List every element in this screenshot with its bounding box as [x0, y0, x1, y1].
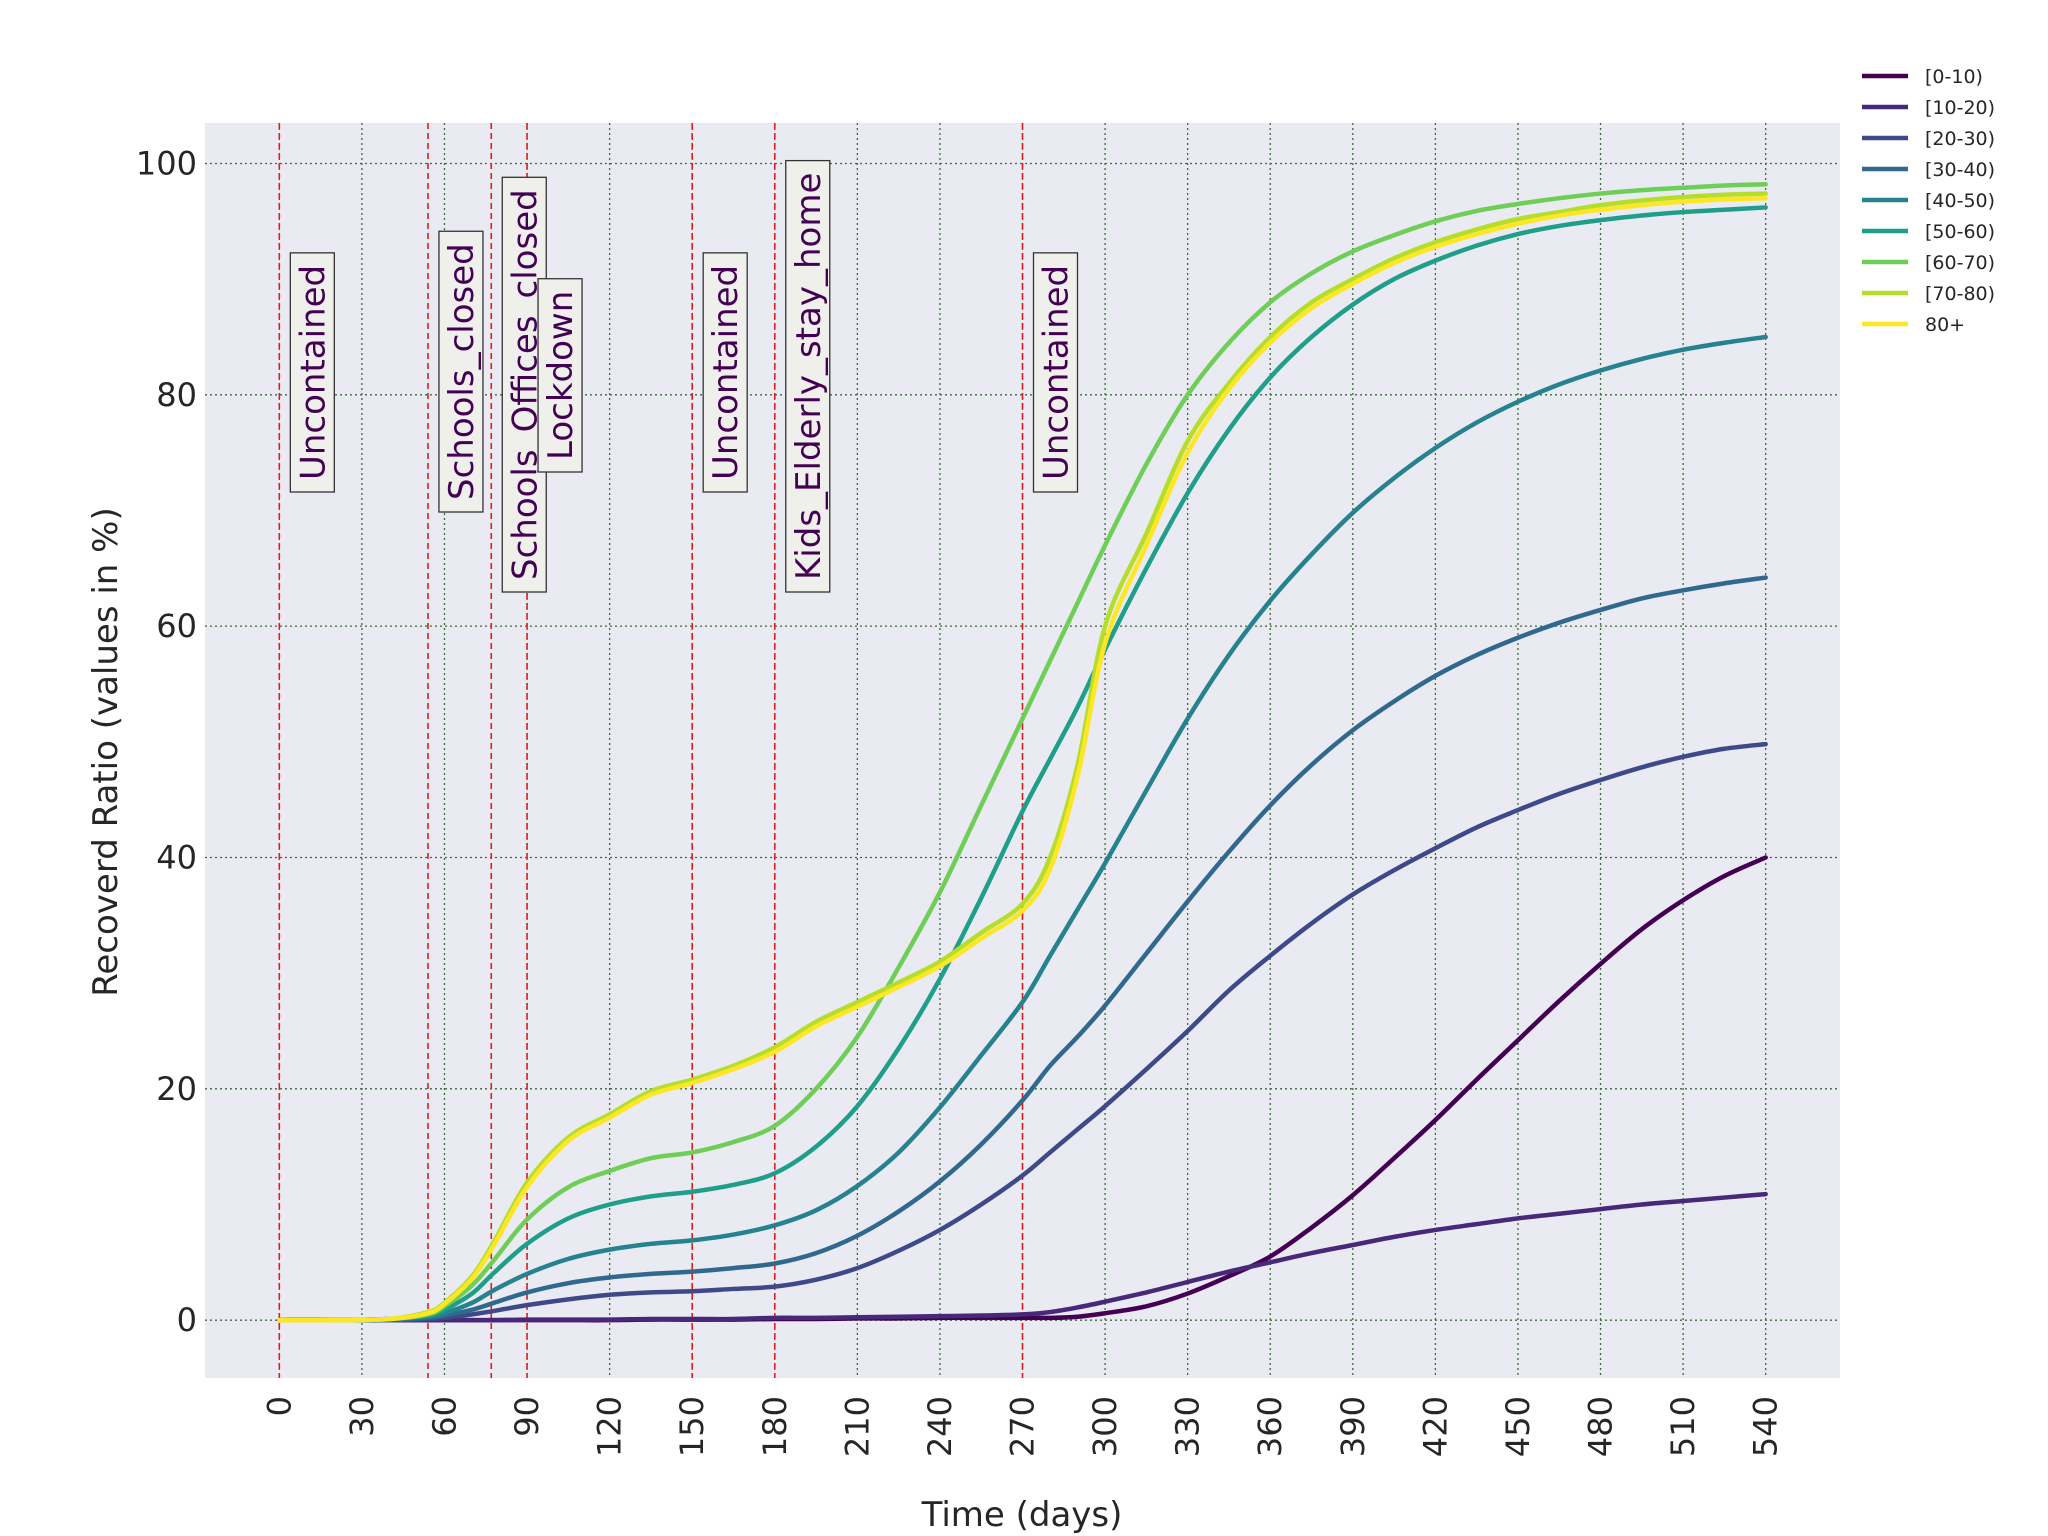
legend-label: [40-50) — [1925, 190, 1995, 212]
y-tick-label: 100 — [136, 144, 197, 182]
legend-label: [70-80) — [1925, 283, 1995, 305]
annotation-label: Schools_closed — [442, 243, 482, 500]
event-annotations: Uncontained Schools_closed Schools_Offices… — [289, 159, 1079, 593]
x-tick-label: 150 — [673, 1396, 711, 1457]
series-line-4 — [277, 334, 1768, 1323]
x-tick-label: 420 — [1416, 1396, 1454, 1457]
legend-label: [30-40) — [1925, 159, 1995, 181]
x-tick-label: 210 — [838, 1396, 876, 1457]
annotation-label: Uncontained — [1037, 265, 1077, 480]
annotation-label: Kids_Elderly_stay_home — [789, 173, 829, 580]
x-tick-label: 510 — [1664, 1396, 1702, 1457]
y-tick-label: 60 — [156, 607, 197, 645]
annotation-label: Lockdown — [541, 291, 581, 460]
legend-label: [0-10) — [1925, 66, 1983, 88]
x-axis-ticks: 0 30 60 90 120 150 180 210 240 270 300 330 360 390 420… — [260, 1396, 1784, 1457]
x-tick-label: 90 — [508, 1396, 546, 1437]
x-tick-label: 0 — [260, 1396, 298, 1416]
x-tick-label: 390 — [1334, 1396, 1372, 1457]
x-tick-label: 330 — [1169, 1396, 1207, 1457]
y-tick-label: 0 — [177, 1301, 197, 1339]
legend: [0-10) [10-20) [20-30) [30-40) [40-50) [50-60… — [1862, 66, 1995, 336]
event-annotation: Kids_Elderly_stay_home — [785, 159, 831, 593]
event-annotation: Uncontained — [702, 252, 748, 493]
series-lines — [277, 182, 1768, 1323]
event-lines — [278, 123, 1024, 1378]
legend-label: [60-70) — [1925, 252, 1995, 274]
y-tick-label: 80 — [156, 376, 197, 414]
series-line-5 — [277, 205, 1768, 1323]
x-tick-label: 120 — [591, 1396, 629, 1457]
event-annotation: Schools_closed — [438, 230, 484, 513]
series-line-2 — [277, 741, 1768, 1323]
annotation-box — [1032, 252, 1079, 493]
legend-label: [20-30) — [1925, 128, 1995, 150]
legend-label: 80+ — [1925, 314, 1965, 336]
series-line-1 — [277, 1191, 1768, 1323]
x-tick-label: 300 — [1086, 1396, 1124, 1457]
x-tick-label: 270 — [1004, 1396, 1042, 1457]
legend-label: [10-20) — [1925, 97, 1995, 119]
x-tick-label: 180 — [756, 1396, 794, 1457]
y-tick-label: 20 — [156, 1070, 197, 1108]
annotation-box — [289, 252, 335, 493]
x-tick-label: 30 — [343, 1396, 381, 1437]
y-axis-title: Recoverd Ratio (values in %) — [86, 507, 126, 996]
x-tick-label: 360 — [1251, 1396, 1289, 1457]
annotation-box — [537, 278, 583, 473]
x-axis-title: Time (days) — [921, 1495, 1123, 1535]
y-axis-ticks: 0 20 40 60 80 100 — [136, 144, 197, 1339]
series-line-8 — [277, 195, 1768, 1323]
annotation-label: Uncontained — [706, 265, 746, 480]
x-tick-label: 450 — [1499, 1396, 1537, 1457]
x-tick-label: 60 — [425, 1396, 463, 1437]
annotation-box — [785, 159, 831, 593]
event-annotation: Lockdown — [537, 278, 583, 473]
series-line-3 — [277, 575, 1768, 1323]
y-tick-label: 40 — [156, 838, 197, 876]
x-tick-label: 480 — [1582, 1396, 1620, 1457]
event-annotation: Uncontained — [1032, 252, 1079, 493]
series-line-6 — [277, 182, 1768, 1323]
x-tick-label: 240 — [921, 1396, 959, 1457]
annotation-box — [438, 230, 484, 513]
x-tick-label: 540 — [1747, 1396, 1785, 1457]
annotation-label: Uncontained — [293, 265, 333, 480]
event-annotation: Uncontained — [289, 252, 335, 493]
legend-label: [50-60) — [1925, 221, 1995, 243]
annotation-box — [702, 252, 748, 493]
